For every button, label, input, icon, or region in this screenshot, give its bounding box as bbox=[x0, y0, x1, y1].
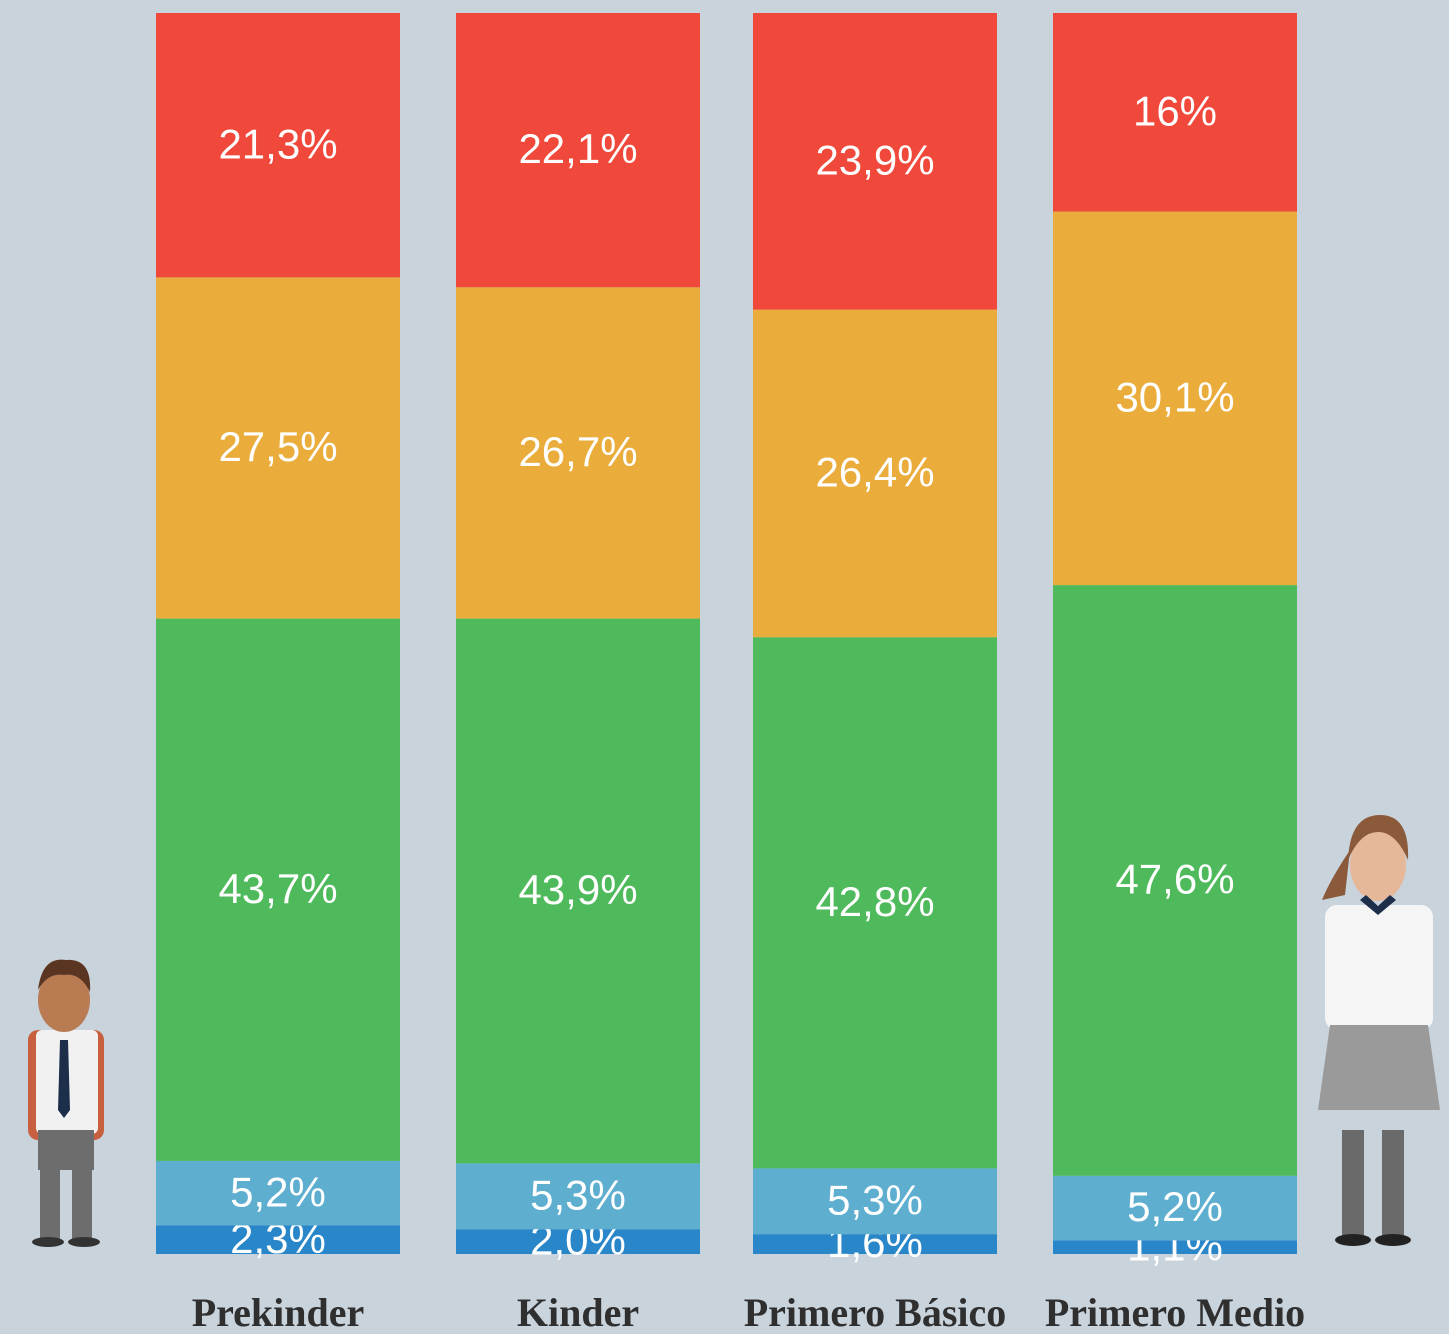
value-label: 43,7% bbox=[218, 865, 337, 912]
value-label: 27,5% bbox=[218, 423, 337, 470]
x-tick-label: Primero Básico bbox=[744, 1290, 1007, 1334]
value-label: 5,2% bbox=[230, 1168, 326, 1215]
value-label: 26,4% bbox=[815, 449, 934, 496]
chart: 2,3%5,2%43,7%27,5%21,3%Prekinder2,0%5,3%… bbox=[0, 0, 1449, 1334]
value-label: 21,3% bbox=[218, 120, 337, 167]
value-label: 23,9% bbox=[815, 136, 934, 183]
value-label: 16% bbox=[1133, 87, 1217, 134]
x-tick-label: Prekinder bbox=[192, 1290, 365, 1334]
value-label: 42,8% bbox=[815, 878, 934, 925]
value-label: 5,2% bbox=[1127, 1183, 1223, 1230]
value-label: 5,3% bbox=[530, 1171, 626, 1218]
x-tick-label: Primero Medio bbox=[1045, 1290, 1305, 1334]
x-tick-label: Kinder bbox=[517, 1290, 639, 1334]
value-label: 26,7% bbox=[518, 428, 637, 475]
value-label: 47,6% bbox=[1115, 856, 1234, 903]
value-label: 5,3% bbox=[827, 1176, 923, 1223]
value-label: 22,1% bbox=[518, 125, 637, 172]
value-label: 43,9% bbox=[518, 866, 637, 913]
value-label: 30,1% bbox=[1115, 373, 1234, 420]
